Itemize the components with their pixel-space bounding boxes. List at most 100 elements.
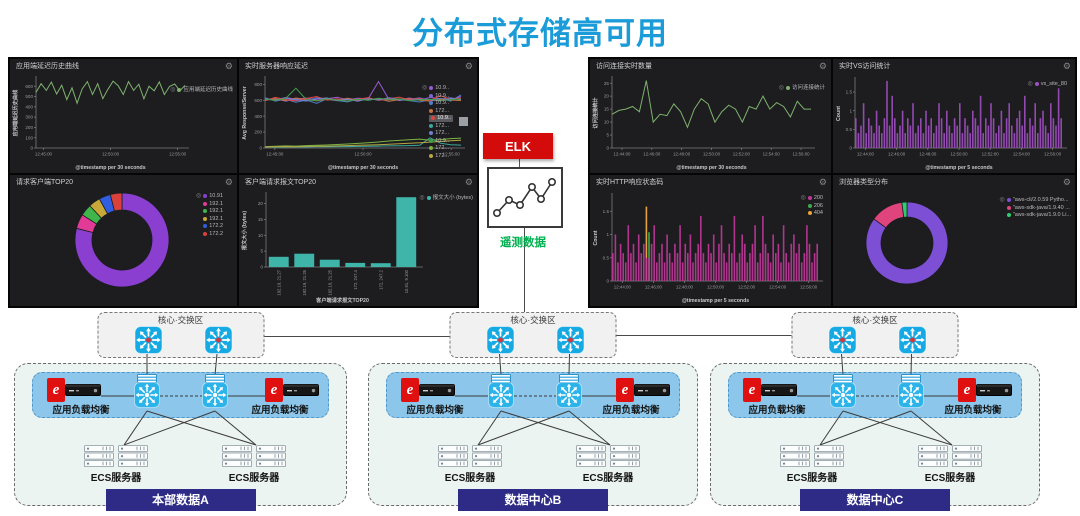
svg-text:200: 200 bbox=[254, 130, 262, 135]
panel-request-clients-top20: 请求客户端TOP20 ⚙ ◎ 10.91 192.1 192.1 192.1 172.2 17… bbox=[10, 175, 237, 306]
telemetry-chart-icon bbox=[487, 167, 563, 228]
svg-text:@timestamp per 5 seconds: @timestamp per 5 seconds bbox=[682, 298, 749, 304]
lb-vendor-logo-icon: e bbox=[47, 378, 65, 402]
svg-text:@timestamp per 30 seconds: @timestamp per 30 seconds bbox=[328, 165, 398, 171]
gear-icon[interactable]: ⚙ bbox=[1062, 60, 1071, 71]
svg-text:12:52:00: 12:52:00 bbox=[982, 152, 1000, 157]
legend-item[interactable]: 404 bbox=[807, 210, 823, 217]
gear-icon[interactable]: ⚙ bbox=[224, 60, 233, 71]
legend-swatch bbox=[429, 108, 434, 113]
legend-item[interactable]: "aws-sdk-java/1.9.0 Li... bbox=[1006, 212, 1071, 219]
legend-swatch bbox=[429, 138, 434, 143]
legend-item[interactable]: 10.9.. bbox=[429, 85, 453, 92]
legend-item[interactable]: 200 bbox=[807, 195, 823, 202]
svg-text:20: 20 bbox=[604, 94, 610, 99]
svg-text:12:54:00: 12:54:00 bbox=[763, 152, 781, 157]
datacenter-c: 核心·交换区 e 应用负载均衡 e 应用负载均衡 ECS服务器 ECS服务器 数… bbox=[710, 312, 1040, 516]
chart-canvas[interactable]: 0 5 10 15 20 25 12:44:00 12:46:00 12:48:00 12:50:… bbox=[590, 71, 831, 172]
legend-swatch bbox=[429, 101, 434, 106]
panel-title: 请求客户端TOP20 bbox=[16, 179, 74, 186]
svg-text:1: 1 bbox=[849, 108, 852, 113]
legend-item[interactable]: 172.2 bbox=[203, 223, 223, 230]
server-rack-icon bbox=[814, 445, 844, 472]
legend-item[interactable]: 10.9.. bbox=[429, 93, 453, 100]
chart-canvas[interactable]: ◎ "aws-cli/2.0.59 Pytho... "aws-sdk-java/1… bbox=[833, 187, 1075, 305]
gear-icon[interactable]: ⚙ bbox=[464, 176, 473, 187]
chart-legend: ◎ 应用端延迟历史曲线 bbox=[170, 87, 233, 94]
gear-icon[interactable]: ⚙ bbox=[224, 176, 233, 187]
chart-legend: ◎ 访问连接统计 bbox=[779, 85, 825, 92]
lb-appliance-icon bbox=[65, 382, 101, 403]
core-switch-icon bbox=[204, 326, 232, 354]
chart-canvas[interactable]: 0 5 10 15 20 客户端请求报文TOP20 报文大小 (bytes) 192.19, … bbox=[239, 187, 477, 305]
chart-canvas[interactable]: 0 0.5 1 1.5 12:44:00 12:46:00 12:48:00 12:50:00… bbox=[833, 71, 1075, 172]
legend-item[interactable]: 172... bbox=[429, 108, 453, 115]
legend-toggle-icon[interactable]: ◎ bbox=[195, 193, 202, 199]
aggregation-switch-icon bbox=[134, 374, 160, 408]
svg-text:Avg Response/Server: Avg Response/Server bbox=[242, 86, 248, 139]
svg-text:0: 0 bbox=[30, 146, 33, 151]
legend-toggle-icon[interactable]: ◎ bbox=[778, 85, 784, 91]
aggregation-switch-icon bbox=[830, 374, 856, 408]
svg-text:25: 25 bbox=[604, 81, 610, 86]
server-rack-icon bbox=[610, 445, 640, 472]
svg-text:0: 0 bbox=[260, 265, 263, 270]
legend-item[interactable]: 10.9.. bbox=[429, 115, 453, 122]
legend-item[interactable]: 报文大小 (bytes) bbox=[426, 195, 473, 202]
legend-item[interactable]: vs_site_80 bbox=[1034, 81, 1067, 88]
chart-legend: ◎ vs_site_80 bbox=[1027, 81, 1067, 88]
panel-title: 实时HTTP响应状态码 bbox=[596, 179, 664, 186]
legend-toggle-icon[interactable]: ◎ bbox=[800, 195, 806, 201]
svg-text:12:45:00: 12:45:00 bbox=[35, 152, 53, 157]
legend-item[interactable]: 192.1 bbox=[203, 216, 223, 223]
legend-item[interactable]: 172... bbox=[429, 123, 453, 130]
svg-text:5: 5 bbox=[606, 133, 609, 138]
chart-canvas[interactable]: 0 100 200 300 400 500 600 12:45:00 12:50:00 12:55… bbox=[10, 71, 237, 172]
legend-item[interactable]: 172... bbox=[429, 145, 453, 152]
lb-vendor-logo-icon: e bbox=[958, 378, 976, 402]
legend-toggle-icon[interactable]: ◎ bbox=[419, 195, 425, 201]
svg-text:12:48:00: 12:48:00 bbox=[919, 152, 937, 157]
legend-swatch bbox=[785, 86, 790, 91]
lb-label: 应用负载均衡 bbox=[748, 405, 806, 416]
svg-text:12:54:00: 12:54:00 bbox=[769, 285, 787, 290]
legend-item[interactable]: 172... bbox=[429, 153, 453, 160]
dc-name-badge: 数据中心C bbox=[800, 489, 950, 511]
chart-canvas[interactable]: 0 0.5 1 1.5 12:44:00 12:46:00 12:48:00 12:50:00… bbox=[590, 187, 831, 305]
lb-label: 应用负载均衡 bbox=[52, 405, 110, 416]
legend-toggle-icon[interactable]: ◎ bbox=[1027, 81, 1033, 87]
core-zone-label: 核心·交换区 bbox=[510, 315, 556, 325]
legend-item[interactable]: 10.9.. bbox=[429, 100, 453, 107]
core-switch-icon bbox=[486, 326, 515, 354]
svg-text:12:44:00: 12:44:00 bbox=[614, 285, 632, 290]
server-rack-icon bbox=[918, 445, 948, 472]
core-switch-icon bbox=[134, 326, 162, 354]
legend-item[interactable]: "aws-sdk-java/1.9.40 ... bbox=[1006, 205, 1071, 212]
legend-item[interactable]: 应用端延迟历史曲线 bbox=[177, 87, 233, 94]
legend-item[interactable]: "aws-cli/2.0.59 Pytho... bbox=[1006, 197, 1071, 204]
legend-swatch bbox=[1006, 198, 1011, 203]
legend-item[interactable]: 192.1 bbox=[203, 201, 223, 208]
legend-toggle-icon[interactable]: ◎ bbox=[421, 85, 428, 91]
legend-item[interactable]: 172... bbox=[429, 130, 453, 137]
legend-swatch bbox=[807, 196, 812, 201]
legend-item[interactable]: 10.9.. bbox=[429, 138, 453, 145]
legend-item[interactable]: 172.2 bbox=[203, 231, 223, 238]
gear-icon[interactable]: ⚙ bbox=[464, 60, 473, 71]
gear-icon[interactable]: ⚙ bbox=[1062, 176, 1071, 187]
gear-icon[interactable]: ⚙ bbox=[818, 176, 827, 187]
legend-toggle-icon[interactable]: ◎ bbox=[999, 197, 1005, 203]
chart-canvas[interactable]: ◎ 10.91 192.1 192.1 192.1 172.2 172.2 bbox=[10, 187, 237, 305]
legend-toggle-icon[interactable]: ◎ bbox=[170, 87, 176, 93]
legend-item[interactable]: 192.1 bbox=[203, 208, 223, 215]
legend-item[interactable]: 206 bbox=[807, 203, 823, 210]
chart-canvas[interactable]: 0 200 400 600 800 12:45:00 12:50:00 12:55:00 @ti… bbox=[239, 71, 477, 172]
legend-item[interactable]: 访问连接统计 bbox=[785, 85, 825, 92]
svg-text:0.5: 0.5 bbox=[603, 255, 610, 260]
panel-realtime-vs-visits: 实时VS访问统计 ⚙ 0 0.5 1 1.5 12:44:00 12:46:00 12:48:… bbox=[833, 59, 1075, 173]
datacenter-a: 核心·交换区 e 应用负载均衡 e 应用负载均衡 ECS服务器 ECS服务器 本… bbox=[14, 312, 347, 516]
core-switch-icon bbox=[828, 326, 857, 354]
legend-item[interactable]: 10.91 bbox=[203, 193, 223, 200]
gear-icon[interactable]: ⚙ bbox=[818, 60, 827, 71]
chart-legend: ◎ 200 206 404 bbox=[801, 195, 823, 217]
